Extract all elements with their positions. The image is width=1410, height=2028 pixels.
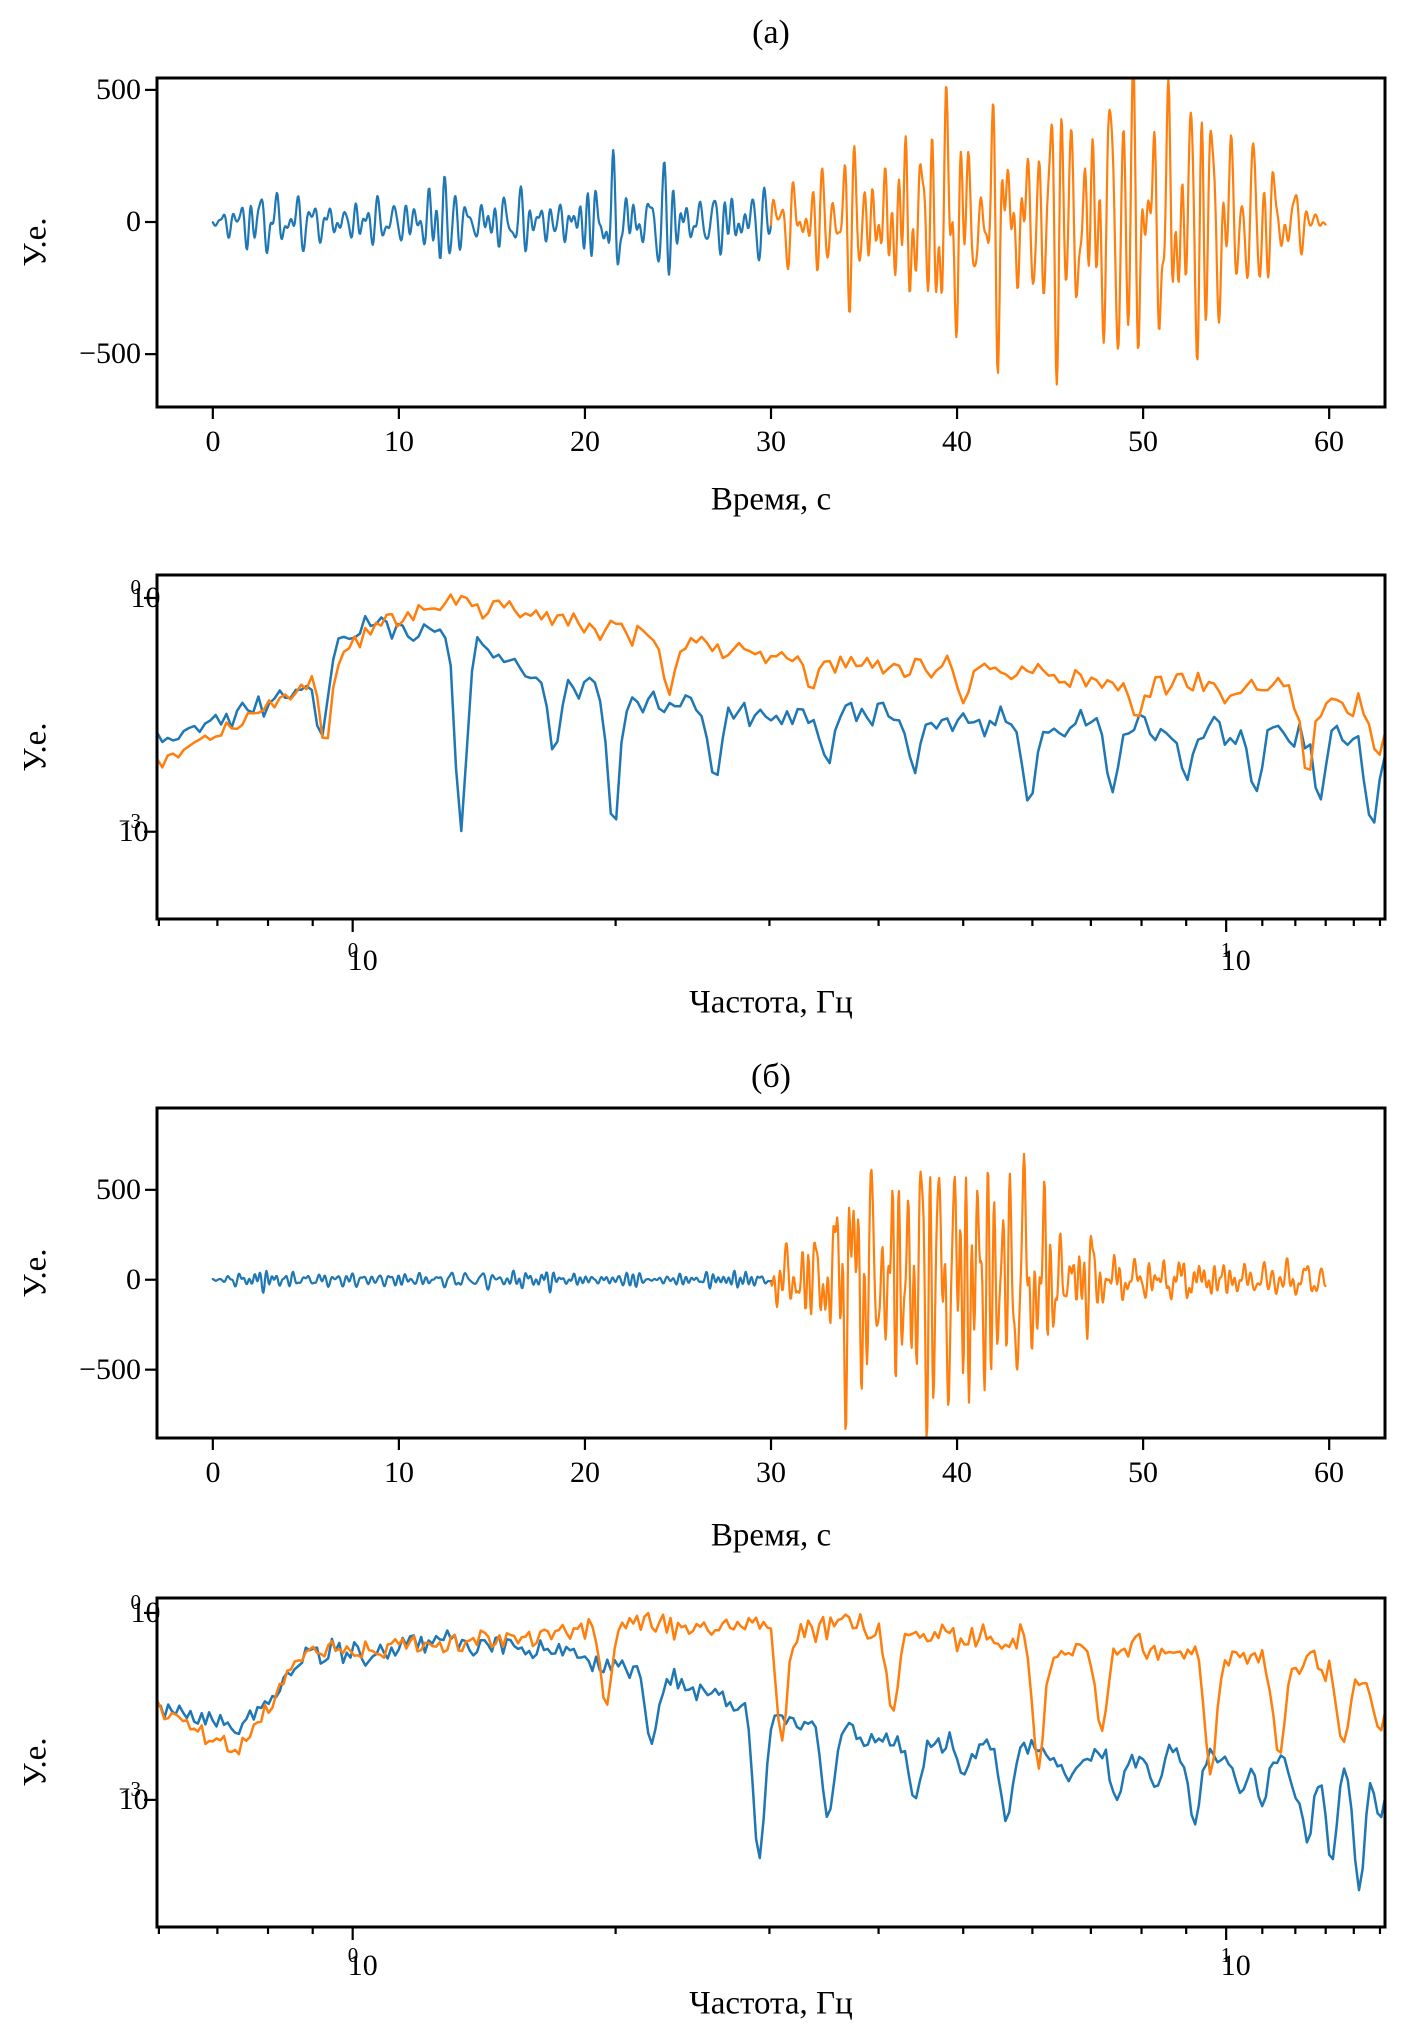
a-time-series-1: [769, 78, 1327, 386]
a-spectrum-plot: [144, 573, 1387, 932]
b-spectrum-plot: [144, 1596, 1387, 1940]
a-spectrum-frame: [155, 573, 1387, 921]
a-time-frame: [155, 76, 1387, 409]
b-time-series-1: [769, 1152, 1327, 1438]
b-spectrum-ticks: [144, 1611, 1382, 1940]
a-time-ticks: [145, 88, 1331, 419]
b-time-ticks: [145, 1188, 1331, 1450]
a-spectrum-ticks: [144, 596, 1382, 932]
a-spectrum-series-1: [157, 593, 1385, 771]
b-spectrum-frame: [155, 1596, 1387, 1929]
b-time-plot: [145, 1106, 1387, 1450]
a-time-series-0: [211, 149, 773, 276]
b-spectrum-series-1: [157, 1611, 1385, 1776]
a-time-plot: [145, 76, 1387, 419]
b-time-frame: [155, 1106, 1387, 1440]
a-spectrum-series-0: [157, 614, 1385, 833]
b-time-series-0: [211, 1269, 773, 1294]
